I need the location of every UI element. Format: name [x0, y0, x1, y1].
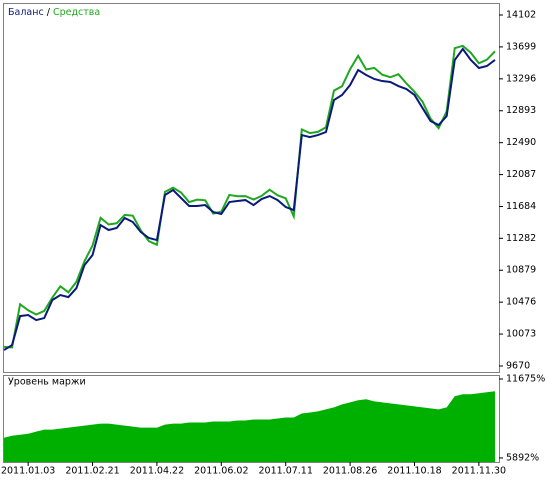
legend-separator: /	[47, 7, 51, 18]
main-panel	[3, 3, 500, 373]
y-tick-label: 9670	[506, 360, 530, 371]
y-tick-label: 13296	[506, 73, 536, 84]
y-tick-label: 14102	[506, 10, 536, 21]
y-tick-label: 12490	[506, 137, 536, 148]
y-tick-label: 10879	[506, 265, 536, 276]
y-tick-label: 13699	[506, 41, 536, 52]
y-tick-label: 11675%	[506, 374, 545, 385]
x-tick-label: 2011.07.11	[259, 466, 313, 477]
y-tick-label: 11684	[506, 201, 536, 212]
x-tick-label: 2011.11.30	[452, 466, 506, 477]
x-tick-label: 2011.08.26	[323, 466, 377, 477]
series-line	[3, 44, 496, 349]
margin-area	[4, 391, 495, 462]
legend-equity: Средства	[53, 7, 100, 18]
y-tick-label: 12087	[506, 169, 536, 180]
x-tick-label: 2011.01.03	[1, 466, 55, 477]
legend: Баланс / Средства	[8, 7, 100, 18]
y-tick-label: 10073	[506, 329, 536, 340]
y-tick-label: 12893	[506, 105, 536, 116]
x-tick-label: 2011.06.02	[194, 466, 248, 477]
y-tick-label: 11282	[506, 233, 536, 244]
x-tick-label: 2011.04.22	[130, 466, 184, 477]
legend-balance: Баланс	[8, 7, 44, 18]
x-tick-label: 2011.02.21	[65, 466, 119, 477]
y-tick-label: 10476	[506, 297, 536, 308]
series-line	[3, 47, 496, 351]
margin-title: Уровень маржи	[8, 377, 86, 388]
y-tick-label: 5892%	[506, 452, 539, 463]
x-tick-label: 2011.10.18	[387, 466, 441, 477]
